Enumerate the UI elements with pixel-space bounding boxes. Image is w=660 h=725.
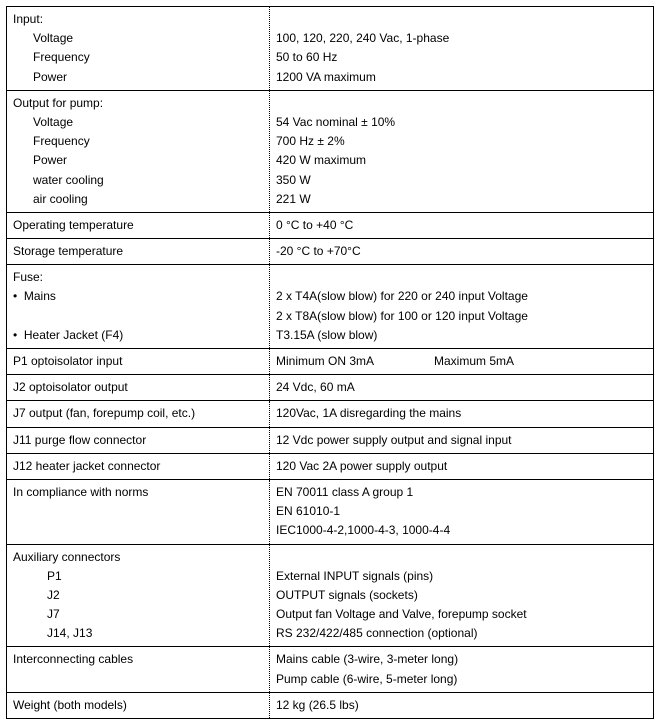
- row-operating-temp: Operating temperature 0 °C to +40 °C: [7, 213, 653, 239]
- section-aux-connectors: Auxiliary connectors P1 J2 J7 J14, J13 E…: [7, 544, 653, 648]
- value-j12: 120 Vac 2A power supply output: [270, 454, 653, 479]
- value-aux-j7: Output fan Voltage and Valve, forepump s…: [276, 605, 647, 624]
- label-out-frequency: Frequency: [13, 132, 263, 151]
- label-aux-j7: J7: [13, 605, 263, 624]
- value-cables-2: Pump cable (6-wire, 5-meter long): [276, 670, 647, 689]
- value-out-voltage: 54 Vac nominal ± 10%: [276, 113, 647, 132]
- value-j11: 12 Vdc power supply output and signal in…: [270, 428, 653, 453]
- label-cables: Interconnecting cables: [7, 647, 270, 691]
- value-compliance-3: IEC1000-4-2,1000-4-3, 1000-4-4: [276, 521, 647, 540]
- value-out-power: 420 W maximum: [276, 151, 647, 170]
- value-compliance-2: EN 61010-1: [276, 502, 647, 521]
- row-weight: Weight (both models) 12 kg (26.5 lbs): [7, 693, 653, 718]
- label-p1: P1 optoisolator input: [7, 349, 270, 374]
- value-aux-j2: OUTPUT signals (sockets): [276, 586, 647, 605]
- value-water-cooling: 350 W: [276, 171, 647, 190]
- value-power: 1200 VA maximum: [276, 68, 647, 87]
- label-weight: Weight (both models): [7, 693, 270, 718]
- row-j2: J2 optoisolator output 24 Vdc, 60 mA: [7, 375, 653, 401]
- label-j2: J2 optoisolator output: [7, 375, 270, 400]
- value-fuse-heater: T3.15A (slow blow): [276, 326, 647, 345]
- value-j7: 120Vac, 1A disregarding the mains: [270, 401, 653, 426]
- label-frequency: Frequency: [13, 48, 263, 67]
- label-out-voltage: Voltage: [13, 113, 263, 132]
- specification-table: Input: Voltage Frequency Power 100, 120,…: [6, 6, 654, 719]
- label-power: Power: [13, 68, 263, 87]
- label-fuse-heater: Heater Jacket (F4): [13, 326, 263, 345]
- label-voltage: Voltage: [13, 29, 263, 48]
- value-fuse-mains-1: 2 x T4A(slow blow) for 220 or 240 input …: [276, 287, 647, 306]
- label-st-temp: Storage temperature: [7, 239, 270, 264]
- section-input: Input: Voltage Frequency Power 100, 120,…: [7, 7, 653, 91]
- row-j7: J7 output (fan, forepump coil, etc.) 120…: [7, 401, 653, 427]
- row-j12: J12 heater jacket connector 120 Vac 2A p…: [7, 454, 653, 480]
- value-op-temp: 0 °C to +40 °C: [270, 213, 653, 238]
- value-cables-1: Mains cable (3-wire, 3-meter long): [276, 650, 647, 669]
- value-aux-p1: External INPUT signals (pins): [276, 567, 647, 586]
- label-compliance: In compliance with norms: [7, 480, 270, 544]
- value-st-temp: -20 °C to +70°C: [270, 239, 653, 264]
- value-compliance-1: EN 70011 class A group 1: [276, 483, 647, 502]
- value-voltage: 100, 120, 220, 240 Vac, 1-phase: [276, 29, 647, 48]
- value-p1-min: Minimum ON 3mA: [276, 354, 374, 368]
- value-aux-j14-j13: RS 232/422/485 connection (optional): [276, 624, 647, 643]
- value-frequency: 50 to 60 Hz: [276, 48, 647, 67]
- header-input: Input:: [13, 10, 263, 29]
- row-storage-temp: Storage temperature -20 °C to +70°C: [7, 239, 653, 265]
- section-compliance: In compliance with norms EN 70011 class …: [7, 480, 653, 545]
- label-aux-j2: J2: [13, 586, 263, 605]
- section-output-pump: Output for pump: Voltage Frequency Power…: [7, 91, 653, 213]
- value-p1-max: Maximum 5mA: [434, 354, 514, 368]
- header-fuse: Fuse:: [13, 268, 263, 287]
- label-j12: J12 heater jacket connector: [7, 454, 270, 479]
- label-j7: J7 output (fan, forepump coil, etc.): [7, 401, 270, 426]
- row-p1: P1 optoisolator input Minimum ON 3mA Maxi…: [7, 349, 653, 375]
- value-out-frequency: 700 Hz ± 2%: [276, 132, 647, 151]
- value-j2: 24 Vdc, 60 mA: [270, 375, 653, 400]
- row-j11: J11 purge flow connector 12 Vdc power su…: [7, 428, 653, 454]
- label-water-cooling: water cooling: [13, 171, 263, 190]
- label-air-cooling: air cooling: [13, 190, 263, 209]
- value-weight: 12 kg (26.5 lbs): [270, 693, 653, 718]
- section-fuse: Fuse: Mains Heater Jacket (F4) 2 x T4A(s…: [7, 265, 653, 349]
- label-j11: J11 purge flow connector: [7, 428, 270, 453]
- label-op-temp: Operating temperature: [7, 213, 270, 238]
- section-cables: Interconnecting cables Mains cable (3-wi…: [7, 647, 653, 692]
- header-output: Output for pump:: [13, 94, 263, 113]
- label-aux-j14-j13: J14, J13: [13, 624, 263, 643]
- value-air-cooling: 221 W: [276, 190, 647, 209]
- label-out-power: Power: [13, 151, 263, 170]
- label-fuse-mains: Mains: [13, 287, 263, 306]
- value-fuse-mains-2: 2 x T8A(slow blow) for 100 or 120 input …: [276, 307, 647, 326]
- header-aux: Auxiliary connectors: [13, 548, 263, 567]
- label-aux-p1: P1: [13, 567, 263, 586]
